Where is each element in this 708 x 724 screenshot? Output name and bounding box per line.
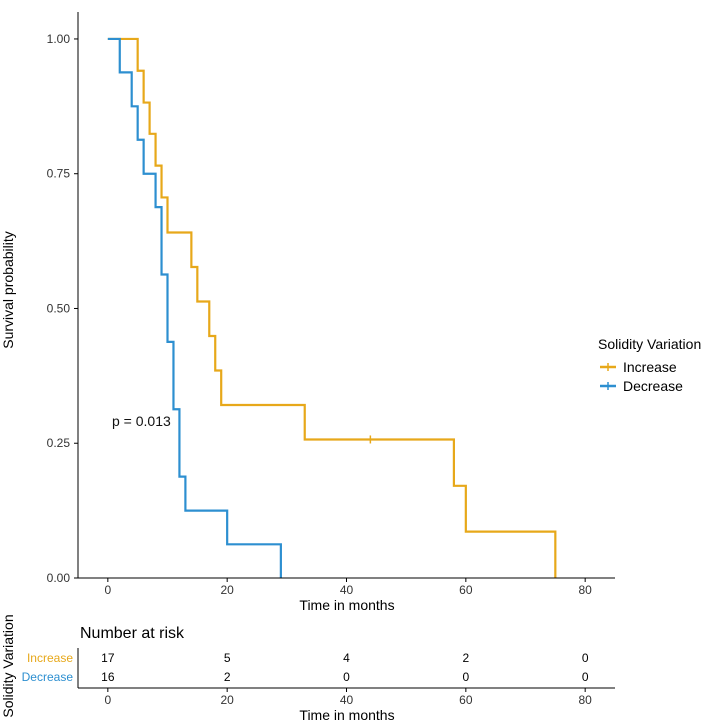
risk-cell-increase: 0 <box>582 651 589 665</box>
x-tick-label: 40 <box>340 583 354 597</box>
legend-item-decrease: Decrease <box>600 378 683 394</box>
risk-table-title: Number at risk <box>80 625 185 642</box>
risk-x-axis-ticks: 0 20 40 60 80 <box>104 688 592 707</box>
legend-item-increase: Increase <box>600 359 677 375</box>
legend-label-increase: Increase <box>623 359 677 375</box>
risk-row-label-decrease: Decrease <box>22 670 74 684</box>
risk-cell-increase: 5 <box>224 651 231 665</box>
legend: Solidity Variation Increase Decrease <box>598 336 701 394</box>
survival-curves <box>107 37 557 578</box>
x-axis-ticks: 0 20 40 60 80 <box>104 578 592 597</box>
legend-label-decrease: Decrease <box>623 378 683 394</box>
risk-cell-increase: 4 <box>343 651 350 665</box>
p-value-annotation: p = 0.013 <box>112 413 171 429</box>
risk-cell-decrease: 0 <box>582 670 589 684</box>
y-axis-ticks: 0.00 0.25 0.50 0.75 1.00 <box>47 32 78 585</box>
risk-cell-decrease: 16 <box>101 670 115 684</box>
risk-x-tick-label: 60 <box>459 693 473 707</box>
legend-title: Solidity Variation <box>598 336 701 352</box>
risk-row-label-increase: Increase <box>27 651 73 665</box>
risk-cell-decrease: 0 <box>462 670 469 684</box>
risk-cell-decrease: 0 <box>343 670 350 684</box>
risk-x-tick-label: 80 <box>578 693 592 707</box>
x-axis-label: Time in months <box>299 597 394 613</box>
y-tick-label: 1.00 <box>47 32 71 46</box>
x-tick-label: 20 <box>220 583 234 597</box>
risk-x-tick-label: 0 <box>104 693 111 707</box>
y-tick-label: 0.75 <box>47 167 71 181</box>
risk-cell-increase: 2 <box>462 651 469 665</box>
y-tick-label: 0.50 <box>47 301 71 315</box>
risk-x-tick-label: 40 <box>340 693 354 707</box>
risk-cell-decrease: 2 <box>224 670 231 684</box>
x-tick-label: 0 <box>104 583 111 597</box>
y-tick-label: 0.25 <box>47 436 71 450</box>
risk-cell-increase: 17 <box>101 651 115 665</box>
survival-plot: p = 0.013 0.00 0.25 0.50 0.75 1.00 0 20 40 60 80… <box>0 12 615 613</box>
risk-x-axis-label: Time in months <box>299 707 394 723</box>
risk-table-cells: 17 5 4 2 0 16 2 0 0 0 <box>101 651 589 684</box>
risk-table: Number at risk Solidity Variation Increa… <box>0 614 615 723</box>
x-tick-label: 60 <box>459 583 473 597</box>
risk-x-tick-label: 20 <box>220 693 234 707</box>
x-tick-label: 80 <box>578 583 592 597</box>
survival-curve-decrease <box>107 37 282 578</box>
risk-table-y-label: Solidity Variation <box>0 614 16 717</box>
y-axis-label: Survival probability <box>0 231 16 349</box>
y-tick-label: 0.00 <box>47 571 71 585</box>
survival-curve-increase <box>107 37 557 578</box>
